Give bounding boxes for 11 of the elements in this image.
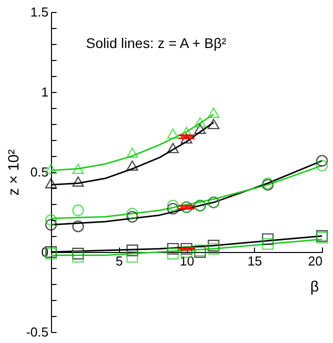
x-axis-title: β [310, 278, 320, 296]
x-tick-label: 15 [248, 254, 262, 268]
x-tick-label: 20 [308, 254, 322, 268]
y-tick-label: 0.5 [30, 164, 48, 180]
annotation: Solid lines: z = A + Bβ² [86, 35, 227, 51]
y-tick-label: 1.5 [30, 4, 48, 20]
y-tick-label: 1 [41, 84, 48, 100]
y-axis-title: z × 10² [6, 149, 22, 196]
x-tick-label: 10 [180, 254, 194, 268]
x-tick-label: 5 [116, 254, 123, 268]
y-tick-label: -0.5 [26, 324, 48, 340]
